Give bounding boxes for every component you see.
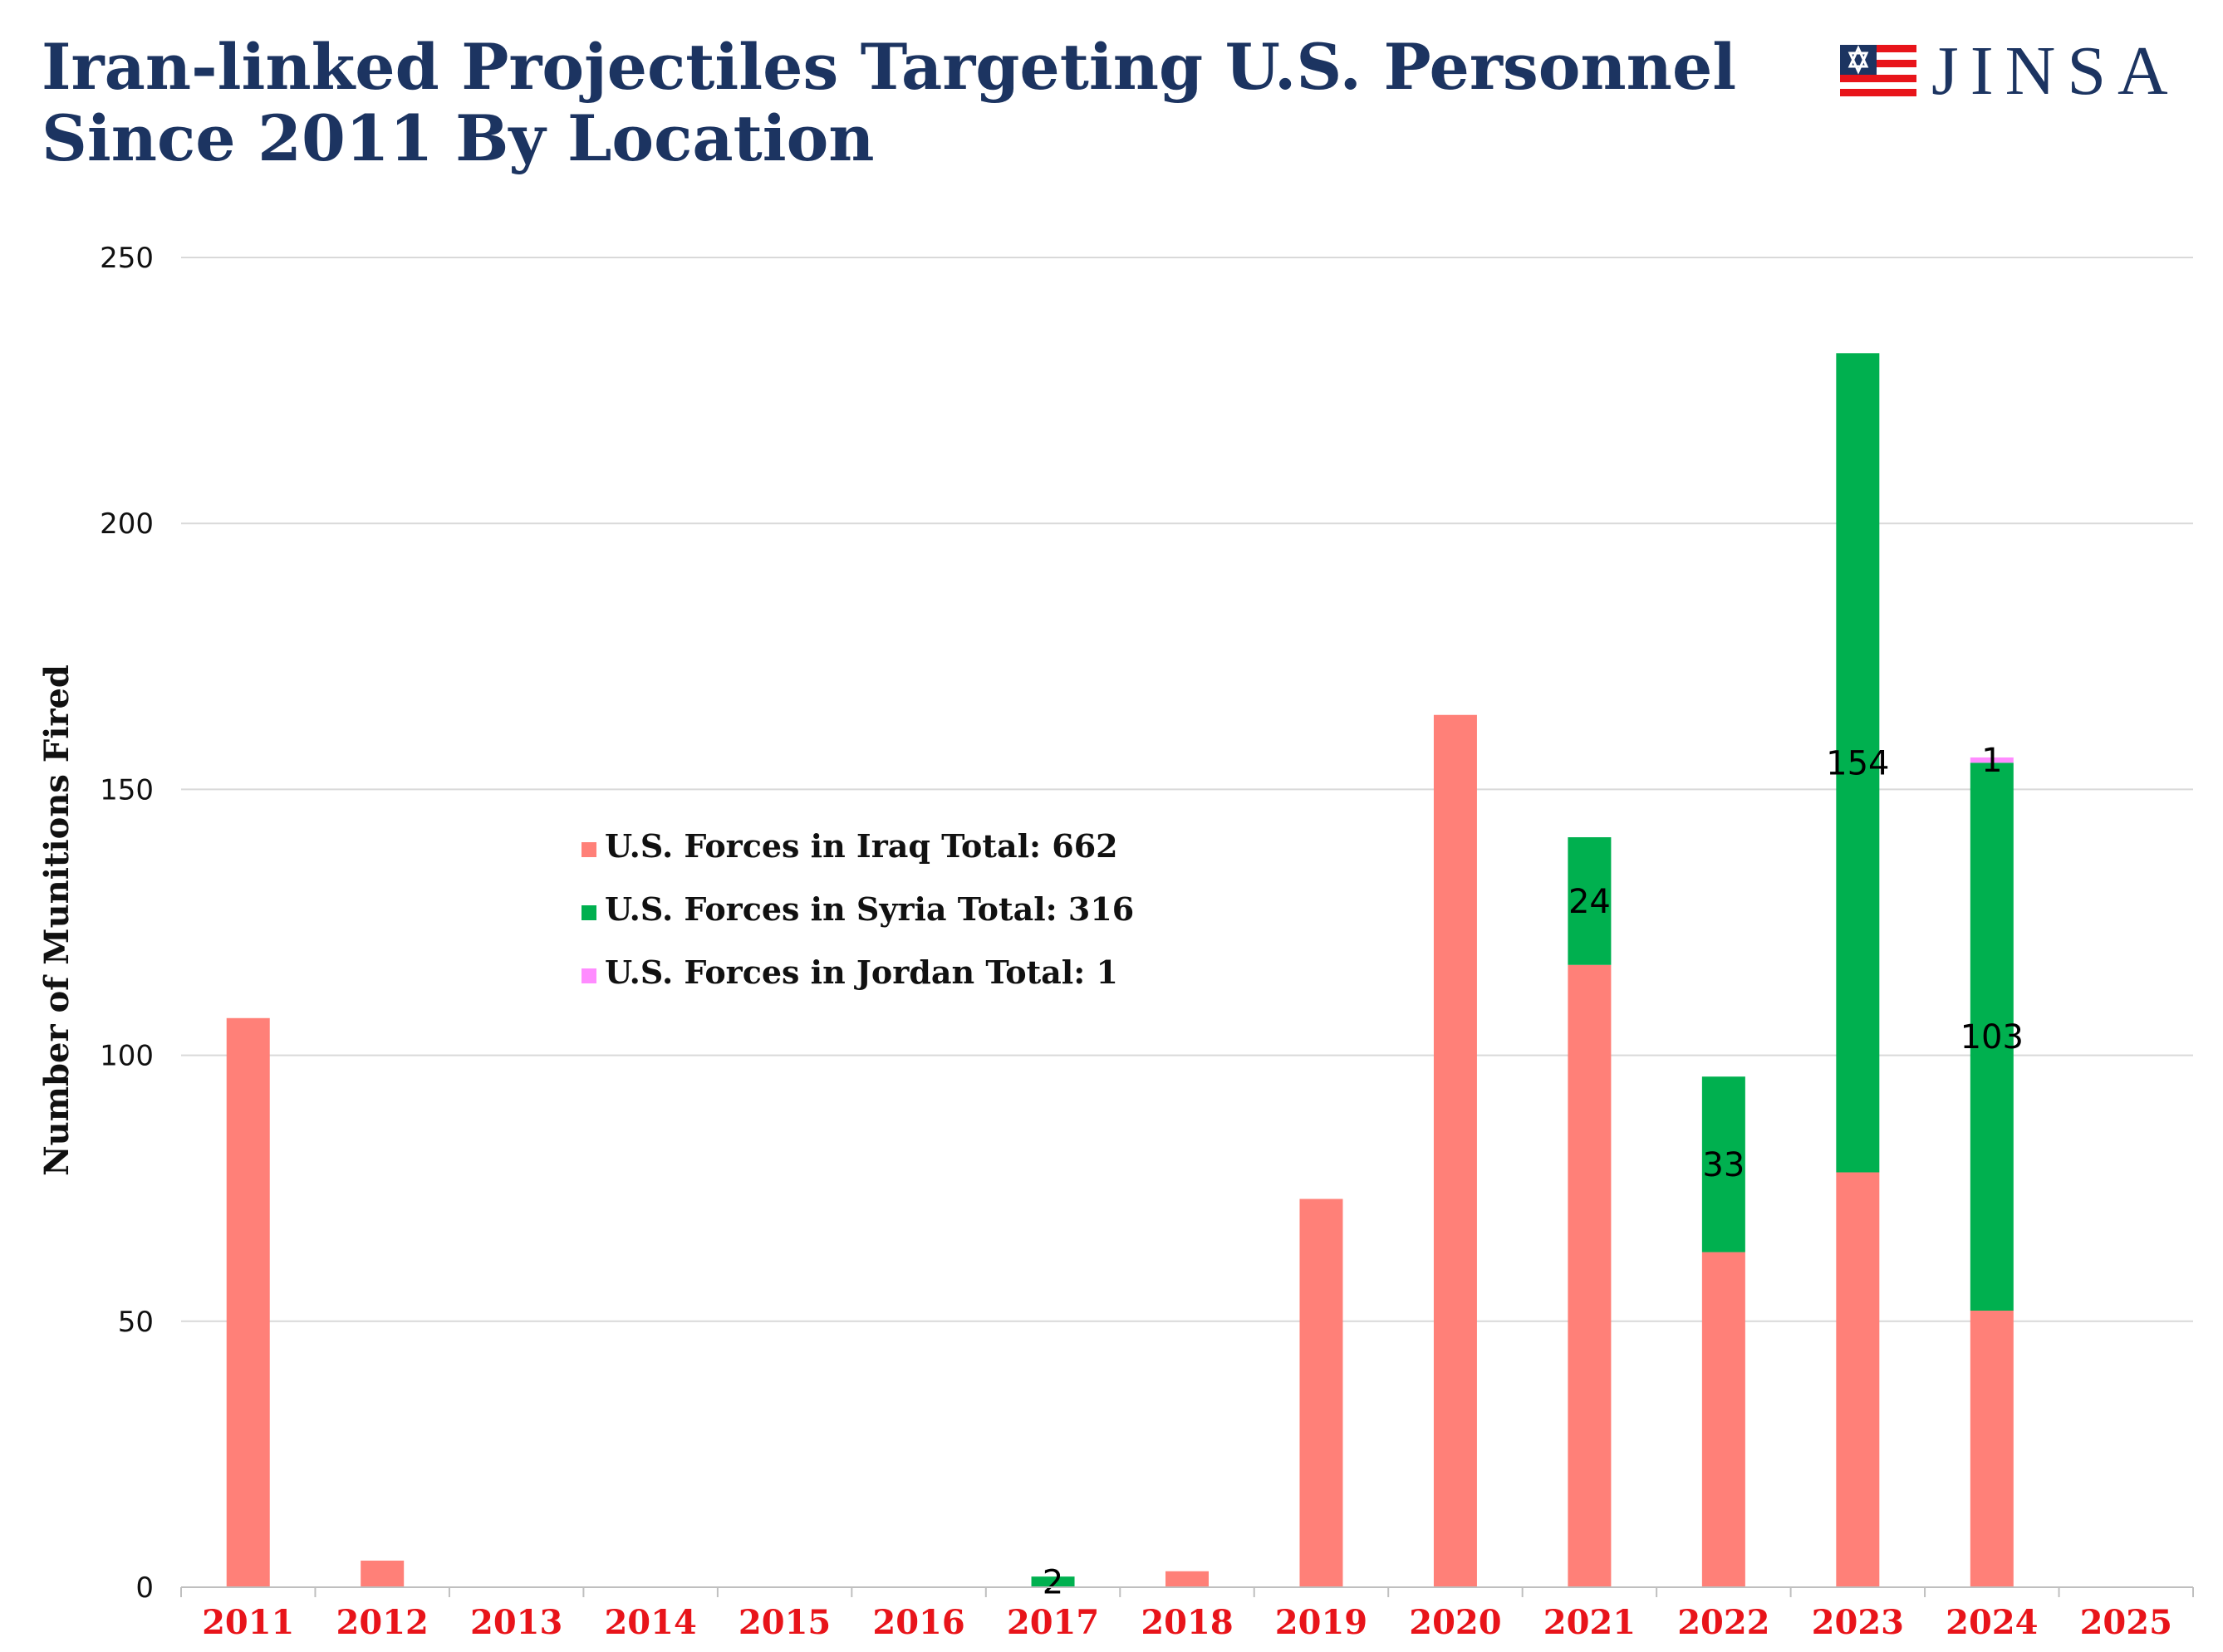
x-tick-label: 2018 [1141, 1603, 1233, 1642]
x-tick-label: 2024 [1946, 1603, 2038, 1642]
bar-segment-iraq [1165, 1571, 1209, 1587]
y-tick-label: 50 [118, 1306, 154, 1339]
gridlines [181, 257, 2193, 1322]
x-tick-label: 2022 [1677, 1603, 1769, 1642]
y-tick-label: 0 [135, 1571, 154, 1605]
y-tick-label: 100 [100, 1040, 154, 1073]
y-tick-label: 200 [100, 507, 154, 541]
bar-segment-syria [1031, 1576, 1075, 1587]
legend-swatch [582, 968, 596, 983]
legend: U.S. Forces in Iraq Total: 662 U.S. Force… [582, 827, 1134, 991]
legend-swatch [582, 842, 596, 857]
bar-segment-syria [1836, 353, 1880, 1173]
y-axis-label: Number of Munitions Fired [37, 664, 76, 1176]
data-label: 1 [1981, 742, 2002, 780]
data-label: 2 [1043, 1564, 1063, 1602]
data-label: 33 [1702, 1146, 1745, 1184]
x-tick-label: 2013 [470, 1603, 562, 1642]
jinsa-logo: JINSA [1840, 32, 2180, 110]
bar-segment-syria [1568, 837, 1612, 965]
x-tick-label: 2014 [604, 1603, 696, 1642]
x-tick-label: 2017 [1007, 1603, 1099, 1642]
x-tick-label: 2023 [1812, 1603, 1904, 1642]
bar-segment-iraq [1568, 964, 1612, 1587]
x-tick-label: 2011 [202, 1603, 294, 1642]
bar-segment-iraq [1836, 1172, 1880, 1587]
data-label: 103 [1960, 1018, 2024, 1056]
chart-title: Iran-linked Projectiles Targeting U.S. P… [42, 32, 1736, 174]
data-label: 24 [1568, 883, 1611, 921]
legend-entry: U.S. Forces in Jordan Total: 1 [605, 953, 1118, 991]
bar-segment-iraq [1701, 1252, 1745, 1587]
x-tick-label: 2020 [1409, 1603, 1501, 1642]
x-tick-label: 2019 [1275, 1603, 1367, 1642]
bar-segment-iraq [1433, 714, 1477, 1587]
axes: 0 50 100 150 200 250 2011 2012 2013 2014 2015 2016 2… [100, 242, 2194, 1642]
logo-text: JINSA [1931, 32, 2180, 110]
x-tick-label: 2025 [2080, 1603, 2172, 1642]
x-tick-label: 2012 [336, 1603, 429, 1642]
bar-segment-jordan [1970, 757, 2014, 763]
bar-segment-iraq [1299, 1199, 1343, 1587]
bar-segment-iraq [1970, 1310, 2014, 1587]
x-tick-label: 2015 [739, 1603, 831, 1642]
bar-segment-iraq [361, 1560, 405, 1587]
bar-segment-syria [1970, 762, 2014, 1311]
flag-star-icon [1840, 45, 1916, 96]
legend-swatch [582, 905, 596, 920]
x-tick-label: 2021 [1543, 1603, 1636, 1642]
title-line-1: Iran-linked Projectiles Targeting U.S. P… [42, 30, 1737, 104]
x-tick-label: 2016 [872, 1603, 964, 1642]
legend-entry: U.S. Forces in Syria Total: 316 [605, 890, 1134, 928]
title-line-2: Since 2011 By Location [42, 101, 875, 175]
bar-segment-iraq [226, 1017, 270, 1587]
y-tick-label: 250 [100, 242, 154, 275]
legend-entry: U.S. Forces in Iraq Total: 662 [605, 827, 1118, 865]
bar-segment-syria [1701, 1076, 1745, 1252]
y-tick-label: 150 [100, 773, 154, 806]
data-labels: 2 24 33 154 103 1 [1043, 742, 2024, 1601]
data-label: 154 [1826, 744, 1889, 782]
bars [226, 353, 2014, 1587]
